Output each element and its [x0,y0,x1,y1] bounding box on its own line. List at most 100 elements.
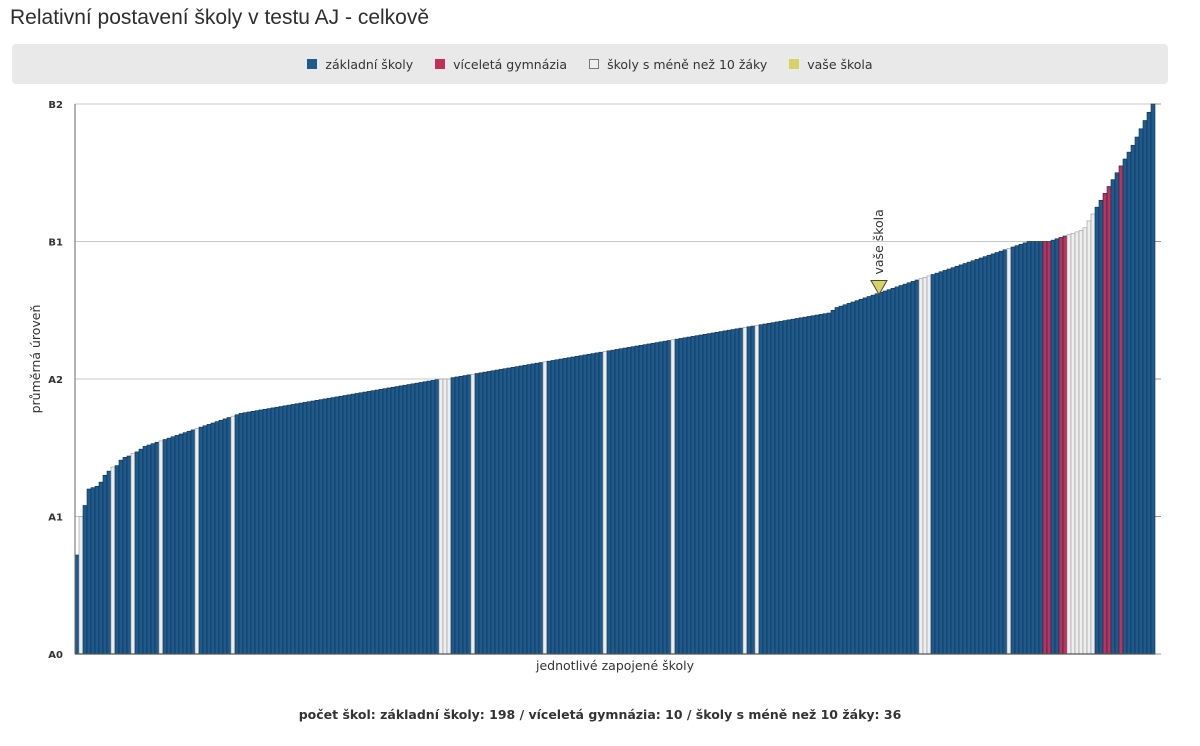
bar [666,340,672,655]
bar [846,303,852,655]
bar [114,465,120,655]
bar [1042,241,1048,655]
bar [978,257,984,655]
bar [394,386,400,655]
bar [654,342,660,655]
bar [222,418,228,655]
bar [242,412,248,655]
bar [938,271,944,655]
bar [750,325,756,655]
bar [434,379,440,655]
bar [574,356,580,655]
bar [1122,158,1128,655]
bar [486,371,492,655]
bar [194,428,200,655]
bar [802,316,808,655]
bar [794,318,800,655]
bar [1014,245,1020,655]
bar [94,485,100,655]
bar [414,382,420,655]
legend-label-vicelete-gymnazia: víceletá gymnázia [453,56,568,72]
bar [262,408,268,655]
bar [258,409,264,655]
bar [306,401,312,655]
bar [314,400,320,655]
bar [398,385,404,655]
bar [278,406,284,655]
bar [854,300,860,655]
bar [566,357,572,655]
bar [954,265,960,655]
bar [1038,241,1044,655]
bar [318,399,324,655]
bar [502,368,508,655]
bar [634,345,640,655]
legend-item-vase-skola[interactable]: vaše škola [789,56,873,72]
legend-swatch-zakladni-skoly [307,59,318,69]
bar [950,267,956,655]
bar [638,345,644,655]
bar [202,425,208,655]
bar [926,275,932,655]
y-tick-label: A2 [48,375,63,386]
bar [618,348,624,655]
legend-swatch-vase-skola [789,59,800,69]
bar [966,261,972,655]
bar [334,396,340,655]
bar [1066,234,1072,655]
y-axis-label: průměrná úroveň [28,305,43,414]
bar [986,254,992,655]
legend-item-male-skoly[interactable]: školy s méně než 10 žáky [589,57,767,72]
bar [1090,213,1096,655]
bar [458,375,464,655]
bar [234,414,240,655]
bar [518,365,524,655]
bar [170,436,176,655]
bar [946,268,952,655]
bar [178,433,184,655]
bar [538,362,544,655]
bar [358,392,364,655]
bar [822,313,828,655]
bar-chart: A0 A1 A2 B1 B2 jednotlivé zapojené školy průmě… [28,100,1161,673]
bar [282,405,288,655]
bar [1026,241,1032,655]
bar [326,397,332,655]
bar [134,451,140,655]
bar [778,320,784,655]
bar [678,338,684,655]
bar [662,340,668,655]
bar [542,361,548,655]
bar [762,323,768,655]
bar [422,381,428,655]
bar [106,470,112,655]
bar [526,364,532,655]
bar [918,278,924,655]
bar [1046,241,1052,655]
bar [166,437,172,655]
bar [430,380,436,655]
bar [494,369,500,655]
bar [1082,227,1088,655]
bar [546,360,552,655]
bar [402,384,408,655]
bar [610,349,616,655]
bar [442,378,448,655]
bar [998,250,1004,655]
bar [210,422,216,655]
bar [90,487,96,655]
bar [874,293,880,655]
legend-label-vase-skola: vaše škola [807,56,873,72]
bar [1054,238,1060,655]
bar [478,372,484,655]
bar [462,375,468,655]
bar [614,349,620,655]
bar [894,286,900,655]
bar [746,326,752,655]
chart-title: Relativní postavení školy v testu AJ - c… [10,6,430,29]
bar [942,270,948,655]
bar [818,314,824,655]
legend-item-vicelete-gymnazia[interactable]: víceletá gymnázia [435,57,567,72]
legend-item-zakladni-skoly[interactable]: základní školy [307,57,413,72]
bar [186,430,192,655]
